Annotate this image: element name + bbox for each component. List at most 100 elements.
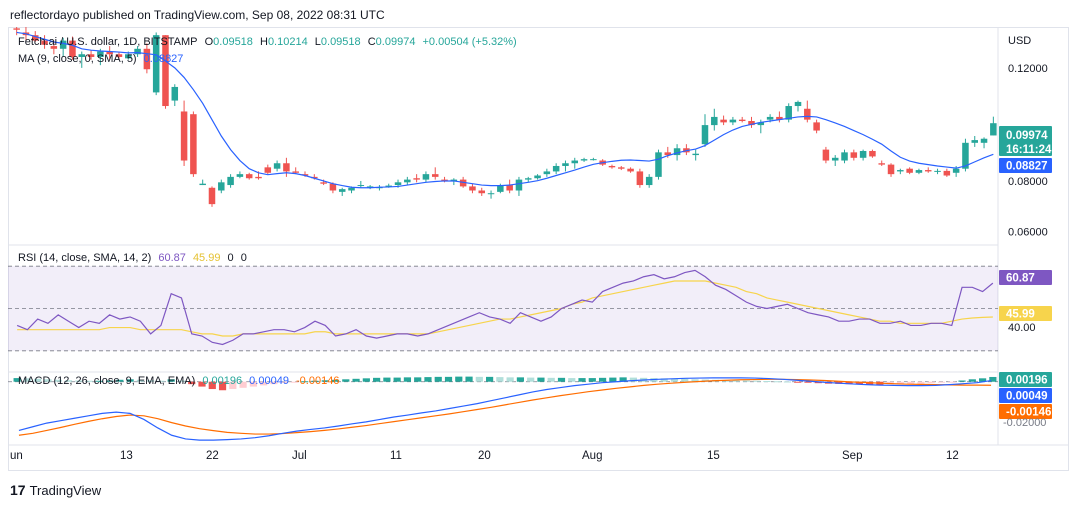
macd-hist-bar	[691, 379, 699, 382]
candle-body	[404, 179, 411, 183]
macd-hist-bar	[373, 377, 381, 382]
rsi-zero-1: 0	[227, 252, 234, 264]
macd-hist-bar	[301, 381, 309, 383]
macd-hist-bar	[948, 381, 956, 383]
high-value: 0.10214	[267, 36, 308, 48]
candle-body	[301, 174, 309, 176]
candle-body	[711, 116, 718, 126]
ma-line	[16, 31, 994, 189]
candle-body	[59, 40, 67, 49]
macd-hist-bar	[845, 381, 853, 385]
candle-body	[673, 148, 681, 156]
macd-label: MACD (12, 26, close, 9, EMA, EMA)	[18, 375, 196, 387]
macd-hist-bar	[455, 376, 463, 382]
macd-hist-bar	[403, 377, 412, 382]
time-tick-1: 13	[120, 450, 133, 462]
macd-hist-bar	[958, 380, 966, 382]
candle-body	[106, 51, 113, 55]
rsi-label: RSI (14, close, SMA, 14, 2)	[18, 252, 152, 264]
macd-hist-bar	[249, 381, 257, 387]
candle-body	[887, 164, 895, 175]
candle-body	[841, 152, 848, 161]
candle-body	[608, 165, 616, 168]
macd-hist-bar	[321, 380, 329, 382]
candle-body	[366, 186, 374, 188]
candle-body	[850, 152, 858, 158]
rsi-legend[interactable]: RSI (14, close, SMA, 14, 2) 60.87 45.99 …	[18, 252, 251, 264]
macd-hist-bar	[444, 376, 453, 382]
rsi-lines	[16, 269, 994, 346]
candle-body	[413, 178, 420, 180]
candle-body	[776, 116, 783, 120]
candle-body	[748, 121, 755, 126]
macd-hist-bar	[732, 380, 740, 382]
macd-hist-bar	[290, 381, 299, 383]
macd-hist-bar	[927, 381, 935, 384]
macd-hist-value: 0.00196	[202, 375, 243, 387]
macd-hist-bar	[198, 381, 206, 387]
candle-body	[897, 170, 904, 172]
candle-body	[311, 176, 318, 179]
candle-body	[618, 167, 625, 169]
symbol-legend[interactable]: Fetch.ai / U.S. dollar, 1D, BITSTAMP O 0.…	[18, 36, 521, 48]
rsi-badge-bg	[999, 270, 1052, 285]
candle-body	[785, 106, 792, 120]
chart-canvas[interactable]: USD 0.12000 0.08000 0.06000 0.09974 16:11:24 0…	[8, 27, 1069, 471]
published-header: reflectordayo published on TradingView.c…	[10, 8, 385, 22]
macd-hist-bar	[147, 380, 155, 382]
low-label: L	[314, 36, 321, 48]
macd-hist-bar	[229, 381, 237, 390]
candle-body	[487, 193, 495, 195]
candle-body	[255, 176, 262, 179]
candle-body	[227, 176, 234, 186]
time-tick-0: un	[10, 450, 23, 462]
macd-hist-bar	[989, 376, 997, 382]
ma-badge: 0.08827	[1006, 161, 1048, 173]
macd-hist-bar	[814, 381, 822, 384]
candle-body	[450, 179, 458, 181]
macd-hist-bar	[598, 377, 607, 382]
ma-legend[interactable]: MA (9, close, 0, SMA, 5) 0.08827	[18, 53, 187, 65]
candle-body	[264, 167, 272, 173]
candle-body	[506, 185, 513, 191]
candle-body	[152, 35, 160, 93]
macd-hist-bar	[434, 376, 442, 382]
rsi-sma-polyline	[17, 280, 993, 337]
rsi-polyline	[16, 269, 994, 346]
macd-hist-bar	[609, 377, 617, 382]
candle-body	[236, 174, 244, 177]
rsi-value: 60.87	[158, 252, 186, 264]
macd-hist-bar	[167, 379, 175, 382]
candle-body	[283, 163, 290, 172]
tradingview-footer[interactable]: 17 TradingView	[10, 482, 101, 498]
candle-body	[97, 51, 104, 57]
macd-hist-bar	[270, 381, 278, 385]
close-label: C	[367, 36, 376, 48]
open-label: O	[204, 36, 214, 48]
chart-frame	[8, 27, 1069, 471]
candle-body	[180, 111, 188, 161]
macd-hist-bar	[13, 378, 21, 382]
macd-hist-bar	[311, 380, 319, 382]
macd-hist-bar	[568, 378, 576, 382]
candle-body	[431, 174, 439, 177]
rsi-sma-badge: 45.99	[1006, 309, 1035, 321]
candle-body	[729, 119, 737, 123]
candle-body	[701, 125, 709, 145]
candle-body	[524, 178, 532, 180]
macd-hist-bar	[105, 380, 114, 382]
macd-legend[interactable]: MACD (12, 26, close, 9, EMA, EMA) 0.0019…	[18, 375, 343, 387]
time-tick-4: 11	[390, 450, 402, 462]
macd-hist-bar	[177, 380, 186, 382]
symbol-name: Fetch.ai / U.S. dollar, 1D, BITSTAMP	[18, 36, 198, 48]
candle-body	[69, 40, 76, 57]
candle-body	[125, 54, 132, 59]
macd-hist-bar	[773, 381, 781, 383]
macd-hist-bar	[527, 377, 535, 382]
macd-hist-bar	[188, 381, 196, 385]
candle-body	[134, 48, 141, 55]
candle-body	[692, 153, 699, 156]
macd-hist-bar	[547, 377, 555, 382]
candle-body	[580, 159, 588, 161]
candle-body	[50, 46, 58, 49]
